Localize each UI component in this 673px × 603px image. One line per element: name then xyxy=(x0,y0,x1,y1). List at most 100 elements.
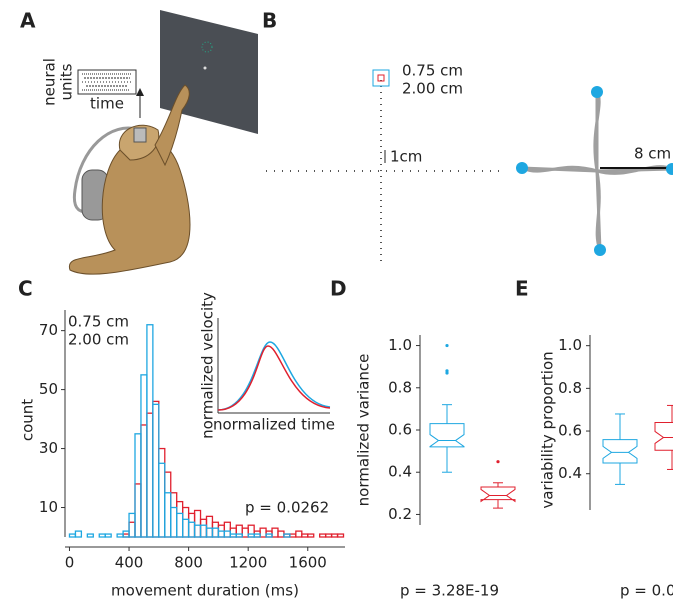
y-tick-label: 0.6 xyxy=(388,421,412,439)
histogram-bar xyxy=(104,533,112,538)
y-tick-label: 1.0 xyxy=(388,336,412,354)
histogram-bar xyxy=(289,533,297,538)
y-tick-label: 0.6 xyxy=(558,422,582,440)
x-tick-label: 400 xyxy=(115,554,144,572)
scale-label: 8 cm xyxy=(634,145,671,163)
histogram-bar xyxy=(140,424,148,538)
histogram-bar xyxy=(283,533,291,538)
legend-label: 0.75 cm xyxy=(402,62,463,80)
target-layout xyxy=(266,69,673,265)
box xyxy=(654,422,673,451)
histogram-bar xyxy=(164,492,172,538)
histogram-bar xyxy=(205,527,214,538)
histogram-bar xyxy=(277,530,285,538)
annotation: p = 3.28E-19 xyxy=(400,582,499,600)
panel-label: D xyxy=(330,277,347,301)
annotation: p = 0.0 xyxy=(620,582,673,600)
histogram-bar xyxy=(128,521,136,538)
histogram-bar xyxy=(199,524,208,538)
histogram-bar xyxy=(235,533,243,538)
histogram-bar xyxy=(187,512,196,538)
histogram-bar xyxy=(128,512,136,538)
histogram-bar xyxy=(307,533,315,538)
inset-curve xyxy=(217,345,331,411)
histogram-bar xyxy=(247,533,255,538)
x-tick-label: 1200 xyxy=(229,554,267,572)
histogram-bar xyxy=(182,506,190,538)
histogram-bar xyxy=(158,462,166,538)
histogram-bar xyxy=(265,533,273,538)
histogram-bar xyxy=(193,524,202,538)
histogram-bar xyxy=(205,515,214,538)
histogram-bar xyxy=(229,527,237,538)
histogram-bar xyxy=(199,518,208,538)
histogram-bar xyxy=(74,530,83,538)
outlier xyxy=(445,369,449,373)
legend-label: 2.00 cm xyxy=(68,331,129,349)
y-tick-label: 0.4 xyxy=(558,464,582,482)
legend-label: 0.75 cm xyxy=(68,313,129,331)
histogram-bar xyxy=(164,471,172,538)
axis-label: units xyxy=(58,63,76,100)
histogram-bar xyxy=(152,403,160,538)
y-axis-label: count xyxy=(19,399,37,441)
box xyxy=(429,423,465,448)
y-tick-label: 0.8 xyxy=(388,378,412,396)
histogram-bar xyxy=(170,506,178,538)
histogram-bar xyxy=(152,400,160,538)
panel-label: E xyxy=(515,277,529,301)
histogram-bar xyxy=(158,447,166,538)
y-tick-label: 1.0 xyxy=(558,336,582,354)
histogram-bar xyxy=(211,521,220,538)
histogram-bar xyxy=(223,530,231,538)
histogram-bar xyxy=(235,524,243,538)
outlier xyxy=(496,460,500,464)
histogram-bar xyxy=(86,533,94,538)
y-tick-label: 0.4 xyxy=(388,463,412,481)
histogram-bar xyxy=(182,518,190,538)
histogram-bar xyxy=(176,512,184,538)
histogram-bar xyxy=(253,533,261,538)
histogram-bar xyxy=(140,374,148,538)
histogram-bar xyxy=(98,533,106,538)
x-axis-label: movement duration (ms) xyxy=(111,582,299,600)
annotation: p = 0.0262 xyxy=(245,499,329,517)
y-tick-label: 30 xyxy=(39,439,58,457)
y-axis-label: variability proportion xyxy=(539,351,557,508)
box xyxy=(602,439,638,464)
histogram-bar xyxy=(134,483,142,538)
histogram-bar xyxy=(241,527,249,538)
histogram-bar xyxy=(116,533,124,538)
scale-label: 1cm xyxy=(390,148,422,166)
histogram-bar xyxy=(217,530,226,538)
histogram-bar xyxy=(259,527,267,538)
box xyxy=(480,486,516,503)
histogram-bar xyxy=(146,412,154,538)
histogram-bar xyxy=(295,530,303,538)
histogram-bar xyxy=(211,527,220,538)
histogram-bar xyxy=(193,509,202,538)
inset-y-label: normalized velocity xyxy=(199,292,217,439)
axis-label: time xyxy=(90,95,124,113)
y-axis-label: normalized variance xyxy=(355,354,373,507)
histogram-bar xyxy=(146,324,154,538)
histogram-bar xyxy=(324,533,333,538)
histogram-bar xyxy=(247,524,255,538)
outlier xyxy=(445,343,449,348)
panel-label: A xyxy=(20,9,36,33)
axis-label: neural xyxy=(41,58,59,106)
y-tick-label: 70 xyxy=(39,321,58,339)
x-tick-label: 800 xyxy=(174,554,203,572)
inset-x-label: normalized time xyxy=(213,416,335,434)
histogram-bar xyxy=(301,533,309,538)
panel-label: B xyxy=(262,9,277,33)
histogram-bar xyxy=(176,500,184,538)
histogram-bar xyxy=(336,533,345,538)
histogram-bar xyxy=(223,521,231,538)
histogram-bar xyxy=(271,527,279,538)
y-tick-label: 50 xyxy=(39,380,58,398)
x-tick-label: 1600 xyxy=(289,554,327,572)
inset-curve xyxy=(217,341,331,411)
histogram-bar xyxy=(187,521,196,538)
